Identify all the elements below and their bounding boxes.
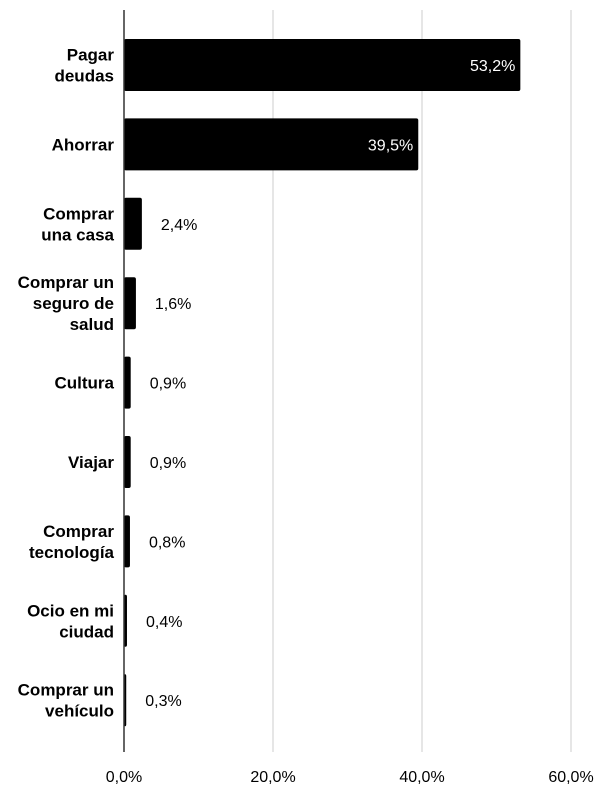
category-label-line: Comprar un: [18, 681, 114, 700]
category-label-line: una casa: [41, 225, 114, 244]
bar: [124, 436, 131, 488]
category-label-line: Ahorrar: [52, 135, 115, 154]
category-label: Comprar tecnología: [29, 522, 115, 562]
category-label: Ocio en mi ciudad: [27, 601, 114, 641]
bar: [124, 356, 131, 409]
category-label: Cultura: [55, 374, 115, 393]
category-label: Comprar una casa: [41, 204, 114, 244]
category-label-line: Comprar: [43, 522, 114, 541]
category-label-line: vehículo: [45, 702, 114, 721]
data-label: 39,5%: [368, 137, 413, 154]
bar: [124, 197, 142, 250]
data-label: 0,8%: [149, 534, 185, 551]
category-label: Ahorrar: [52, 135, 115, 154]
category-label-line: deudas: [54, 67, 114, 86]
category-label-line: ciudad: [59, 622, 114, 641]
data-label: 1,6%: [155, 296, 191, 313]
category-label-line: Pagar: [67, 46, 115, 65]
x-tick-label: 20,0%: [250, 769, 295, 786]
category-label-line: salud: [70, 315, 114, 334]
x-tick-label: 40,0%: [399, 769, 444, 786]
data-label: 0,9%: [150, 455, 186, 472]
data-label: 2,4%: [161, 217, 197, 234]
category-label: Viajar: [68, 453, 114, 472]
bar: [124, 515, 130, 568]
category-label: Comprar un vehículo: [18, 681, 114, 721]
category-label-line: Cultura: [55, 374, 115, 393]
category-label-line: tecnología: [29, 543, 115, 562]
category-label: Comprar un seguro de salud: [18, 273, 114, 334]
bar: [124, 118, 419, 171]
category-label-line: Ocio en mi: [27, 601, 114, 620]
data-label: 0,9%: [150, 376, 186, 393]
category-label-line: seguro de: [33, 294, 114, 313]
category-label: Pagar deudas: [54, 46, 114, 86]
x-tick-label: 0,0%: [106, 769, 142, 786]
data-label: 53,2%: [470, 58, 515, 75]
x-tick-label: 60,0%: [548, 769, 593, 786]
labels: 0,0% 20,0% 40,0% 60,0% 53,2% Pagar deudas 39,5%…: [18, 46, 594, 786]
data-label: 0,4%: [146, 614, 182, 631]
category-label-line: Viajar: [68, 453, 114, 472]
category-label-line: Comprar: [43, 204, 114, 223]
bar: [124, 39, 521, 91]
bars: [124, 39, 521, 727]
bar: [124, 277, 136, 330]
data-label: 0,3%: [145, 693, 181, 710]
category-label-line: Comprar un: [18, 273, 114, 292]
